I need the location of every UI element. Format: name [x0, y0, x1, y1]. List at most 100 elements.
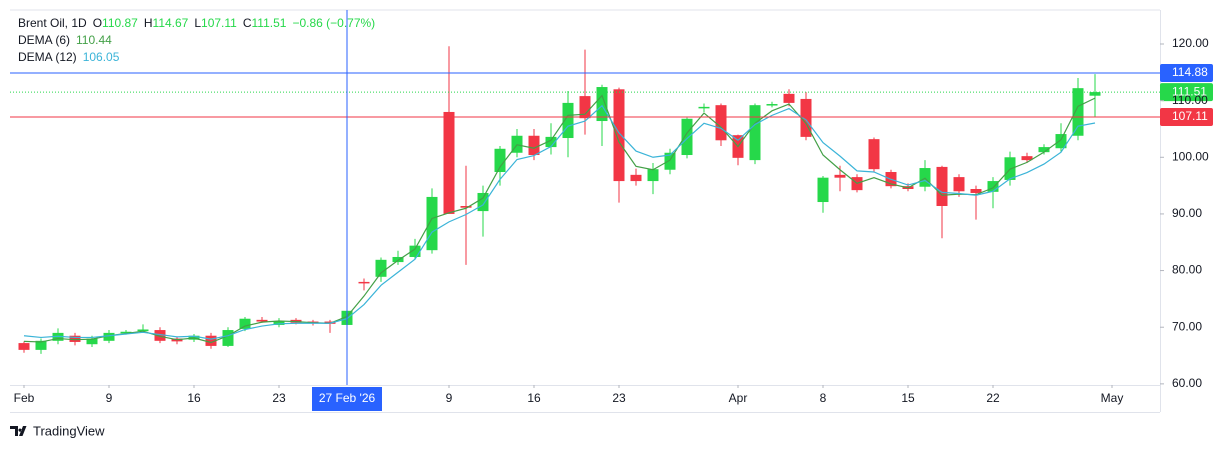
candle-body: [698, 106, 710, 109]
ohlc-letter: L: [194, 16, 201, 30]
candle-body: [1021, 156, 1033, 161]
indicator-value: 106.05: [83, 50, 120, 64]
ohlc-letter: O: [93, 16, 102, 30]
indicator-name: DEMA (12): [18, 50, 77, 64]
candle-body: [970, 189, 982, 193]
candle-body: [987, 181, 999, 192]
candle-body: [69, 335, 81, 342]
price-label-box: [1160, 63, 1213, 82]
logo-icon: [10, 426, 27, 436]
ohlc-letter: H: [144, 16, 153, 30]
price-label: 114.88: [1172, 65, 1208, 79]
candle-body: [239, 318, 251, 329]
candle-body: [1089, 92, 1101, 96]
candle-body: [460, 205, 472, 208]
y-tick-label: 70.00: [1172, 319, 1202, 333]
x-tick-label: 23: [272, 391, 286, 405]
candle-body: [545, 136, 557, 148]
logo: TradingView: [10, 423, 105, 438]
candle-body: [613, 89, 625, 182]
dema-line: [23, 104, 1096, 340]
indicator-value: 110.44: [76, 33, 112, 47]
candle-body: [817, 177, 829, 203]
y-tick-label: 110.00: [1172, 93, 1208, 107]
candle-body: [35, 340, 47, 350]
price-label-box: [1160, 83, 1213, 102]
candle-body: [562, 102, 574, 139]
crosshair-label: 27 Feb '26: [319, 391, 376, 405]
x-tick-label: Apr: [729, 391, 748, 405]
ohlc-value: 107.11: [201, 16, 237, 30]
x-tick-label: 16: [527, 391, 541, 405]
candle-body: [953, 177, 965, 192]
x-tick-label: 16: [187, 391, 201, 405]
candle-body: [409, 245, 421, 257]
candle-body: [868, 139, 880, 170]
overlay: 114.88 111.51 107.11 27 Feb '26: [10, 10, 1213, 411]
candle-body: [154, 330, 166, 341]
candle-body: [494, 148, 506, 173]
candle-body: [528, 135, 540, 156]
candle-body: [766, 104, 778, 106]
candle-body: [596, 87, 608, 122]
ohlc-value: 111.51: [252, 16, 287, 30]
legend-header: Brent Oil, 1D O110.87 H114.67 L107.11 C111.5…: [18, 16, 375, 30]
candle-body: [783, 93, 795, 103]
candle-body: [375, 259, 387, 277]
candle-body: [664, 152, 676, 170]
ohlc-value: 114.67: [153, 16, 189, 30]
brand: TradingView: [33, 423, 105, 438]
candle-body: [443, 111, 455, 214]
indicator-legend: DEMA (12) 106.05: [18, 50, 120, 64]
candle-body: [1055, 134, 1067, 149]
candle-body: [103, 332, 115, 341]
change: −0.86 (−0.77%): [292, 16, 375, 30]
y-tick-label: 120.00: [1172, 36, 1209, 50]
candle-body: [426, 196, 438, 251]
x-tick-label: 8: [820, 391, 827, 405]
ohlc-value: 110.87: [102, 16, 138, 30]
candle-body: [222, 330, 234, 346]
candle-body: [919, 168, 931, 187]
candle-body: [392, 256, 404, 263]
candle-body: [1072, 88, 1084, 136]
price-label: 107.11: [1172, 109, 1208, 123]
candle-body: [273, 320, 285, 325]
candle-body: [205, 335, 217, 346]
candle-body: [358, 281, 370, 284]
candle-body: [936, 166, 948, 206]
ohlc-letter: C: [243, 16, 252, 30]
candle-body: [137, 329, 149, 332]
candle-body: [681, 118, 693, 156]
x-tick-label: 23: [612, 391, 626, 405]
candle-body: [647, 169, 659, 182]
symbol: Brent Oil, 1D: [18, 16, 87, 30]
candle-body: [749, 105, 761, 161]
candle-body: [715, 105, 727, 141]
candle-body: [120, 331, 132, 334]
x-tick-label: 9: [446, 391, 453, 405]
x-tick-label: 15: [901, 391, 915, 405]
x-tick-label: May: [1101, 391, 1124, 405]
candle-body: [579, 96, 591, 119]
indicator-name: DEMA (6): [18, 33, 70, 47]
candle-body: [86, 338, 98, 345]
y-tick-label: 60.00: [1172, 376, 1202, 390]
crosshair-label-box: [312, 387, 382, 411]
x-tick-label: Feb: [14, 391, 35, 405]
price-label: 111.51: [1172, 84, 1207, 98]
price-label-box: [1160, 108, 1213, 127]
candle-body: [834, 174, 846, 178]
candle-body: [256, 319, 268, 322]
x-tick-label: 9: [106, 391, 113, 405]
y-tick-label: 100.00: [1172, 149, 1209, 163]
x-tick-label: 22: [986, 391, 1000, 405]
y-tick-label: 90.00: [1172, 206, 1202, 220]
candle-body: [477, 192, 489, 212]
candle-body: [800, 98, 812, 137]
candle-body: [18, 343, 30, 350]
candle-body: [630, 174, 642, 182]
indicator-legend: DEMA (6) 110.44: [18, 33, 112, 47]
